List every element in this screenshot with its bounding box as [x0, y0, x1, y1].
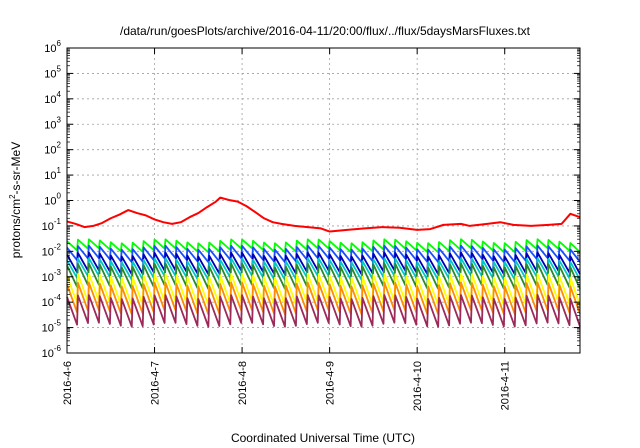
x-tick-label: 2016-4-8 [237, 361, 249, 405]
y-tick-label: 10-1 [42, 217, 62, 233]
y-tick-label: 106 [44, 39, 61, 55]
x-axis: 2016-4-6 2016-4-7 2016-4-8 2016-4-9 2016-4-1… [62, 48, 512, 411]
series-line [66, 196, 581, 233]
y-tick-label: 104 [44, 90, 61, 106]
y-tick-label: 10-6 [42, 344, 62, 360]
y-tick-label: 103 [44, 115, 61, 131]
x-tick-label: 2016-4-11 [500, 361, 512, 410]
x-tick-label: 2016-4-10 [412, 361, 424, 411]
y-tick-label: 105 [44, 64, 61, 80]
y-tick-label: 10-3 [42, 268, 62, 284]
y-axis-label-sup: 2 [8, 194, 17, 199]
chart-title: /data/run/goesPlots/archive/2016-04-11/2… [120, 24, 531, 38]
y-tick-label: 102 [44, 141, 61, 157]
x-tick-label: 2016-4-7 [150, 361, 162, 405]
x-tick-label: 2016-4-9 [325, 361, 337, 405]
series-line [66, 294, 581, 328]
x-tick-label: 2016-4-6 [62, 361, 74, 405]
y-tick-label: 10-5 [42, 319, 62, 335]
y-axis-label-main: protons/cm [9, 199, 23, 258]
series-layer [66, 196, 581, 328]
grid [67, 48, 580, 353]
y-tick-label: 101 [44, 166, 61, 182]
y-tick-label: 100 [44, 192, 61, 208]
y-axis-label: protons/cm2-s-sr-MeV [8, 142, 23, 258]
y-tick-label: 10-4 [42, 293, 62, 309]
y-tick-label: 10-2 [42, 242, 62, 258]
series-line [66, 238, 581, 254]
x-axis-label: Coordinated Universal Time (UTC) [231, 431, 415, 445]
y-axis-label-rest: -s-sr-MeV [9, 142, 23, 195]
